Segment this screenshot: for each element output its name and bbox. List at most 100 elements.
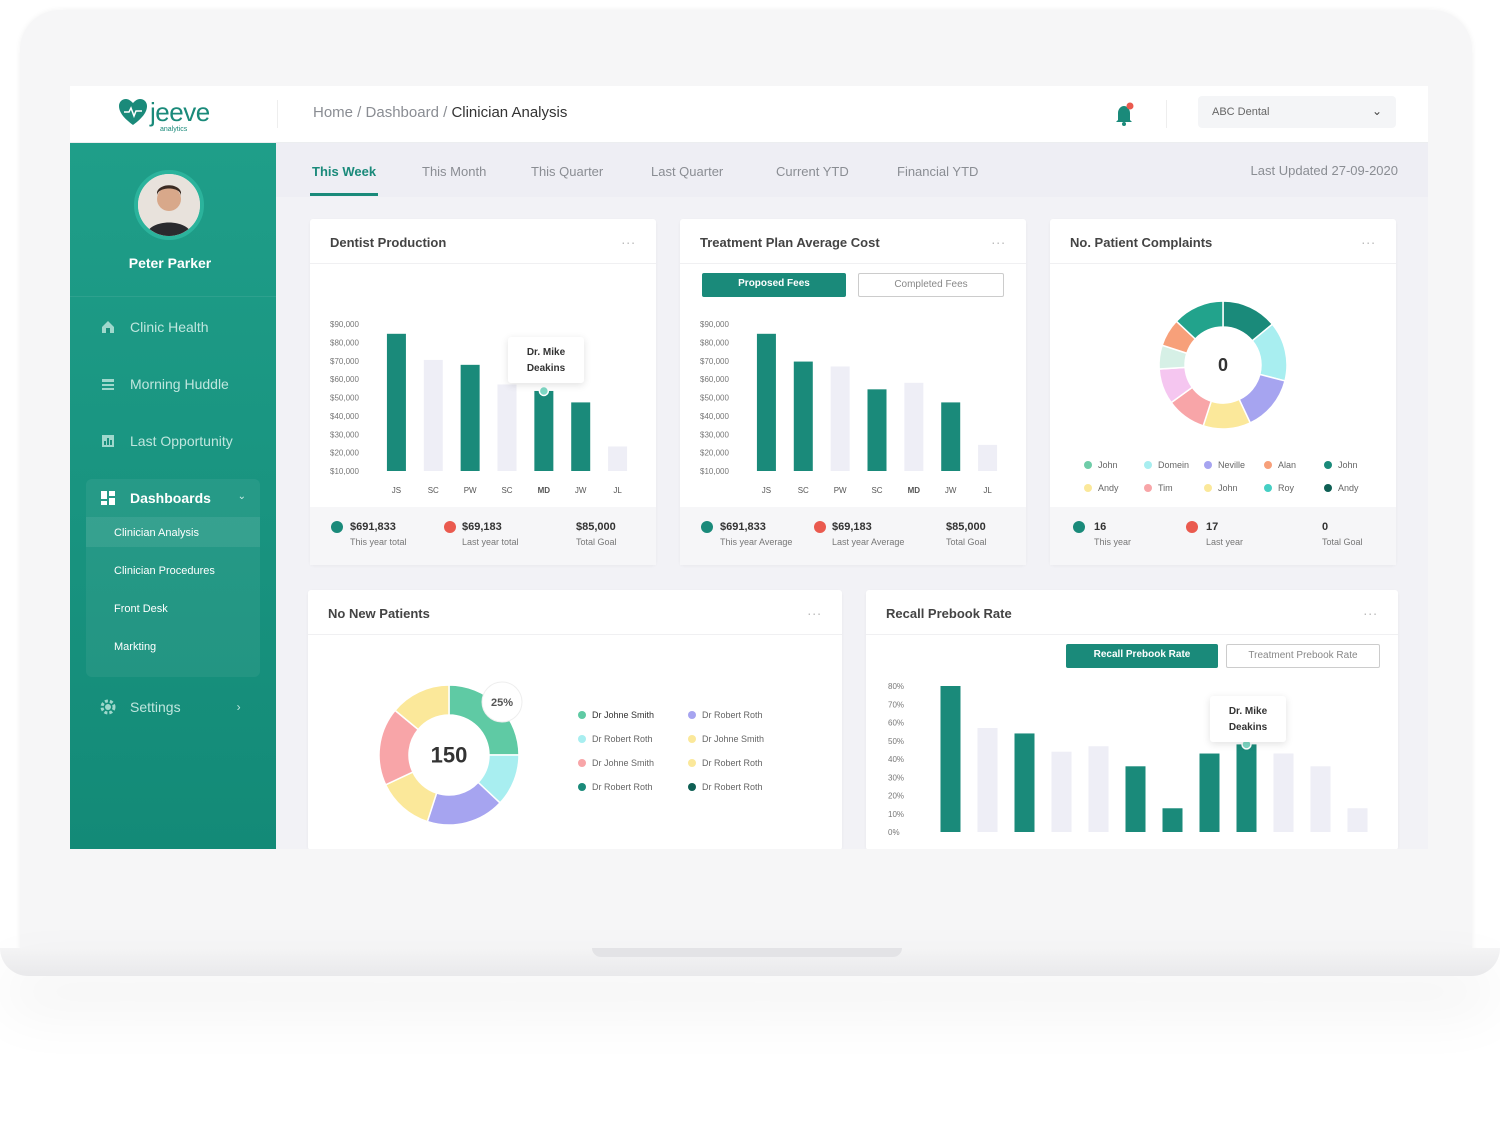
y-tick-label: $40,000 — [700, 412, 729, 421]
bar — [1162, 808, 1183, 832]
tab-this-quarter[interactable]: This Quarter — [531, 164, 604, 179]
legend-label: Dr Johne Smith — [592, 758, 655, 768]
bar — [977, 727, 998, 832]
card-title: Treatment Plan Average Cost — [700, 235, 880, 250]
list-icon — [102, 379, 114, 390]
tab-last-quarter[interactable]: Last Quarter — [651, 164, 724, 179]
sidebar-item-last-opportunity[interactable]: Last Opportunity — [100, 433, 233, 449]
card-dentist-production: Dentist Production ... $90,000 $80,000 $70… — [310, 219, 656, 565]
legend-dot — [1324, 461, 1332, 469]
avatar[interactable] — [134, 170, 204, 240]
stat-this-year: 16 This year — [1094, 521, 1131, 547]
stat-value: 16 — [1094, 521, 1107, 533]
stat-label: Last year Average — [832, 537, 905, 547]
x-tick-label: SC — [871, 486, 882, 495]
divider — [310, 263, 656, 264]
bar — [830, 366, 850, 471]
toggle-recall-prebook[interactable]: Recall Prebook Rate — [1066, 644, 1218, 668]
tab-financial-ytd[interactable]: Financial YTD — [897, 164, 979, 179]
chevron-down-icon: ⌄ — [1371, 104, 1382, 118]
toggle-treatment-prebook[interactable]: Treatment Prebook Rate — [1226, 644, 1380, 668]
bar — [941, 402, 961, 471]
legend-item: Domein — [1144, 460, 1189, 470]
toggle-completed-fees[interactable]: Completed Fees — [858, 273, 1004, 297]
stat-label: This year Average — [720, 537, 793, 547]
bar — [793, 361, 813, 471]
sidebar-item-settings[interactable]: Settings › — [100, 699, 241, 715]
card-patient-complaints: No. Patient Complaints ... 0 John Domein N… — [1050, 219, 1396, 565]
toggle-proposed-fees[interactable]: Proposed Fees — [702, 273, 846, 297]
stat-label: Last year — [1206, 537, 1244, 547]
bar — [940, 686, 961, 832]
x-tick-label: MD — [538, 486, 551, 495]
logo-name: jeeve — [150, 97, 210, 127]
more-icon[interactable]: ... — [991, 231, 1006, 247]
y-tick-label: 40% — [888, 755, 904, 764]
sidebar-item-clinic-health[interactable]: Clinic Health — [100, 319, 209, 335]
card-title: Recall Prebook Rate — [886, 606, 1012, 621]
logo[interactable]: jeeve analytics — [118, 97, 210, 133]
bar — [608, 446, 628, 471]
sidebar-item-dashboards[interactable]: Dashboards — [100, 490, 211, 506]
bar — [978, 444, 998, 471]
legend-dot — [688, 783, 696, 791]
more-icon[interactable]: ... — [621, 231, 636, 247]
breadcrumb-dashboard[interactable]: Dashboard — [365, 104, 439, 121]
more-icon[interactable]: ... — [807, 602, 822, 618]
x-tick-label: JL — [983, 486, 992, 495]
bar — [460, 364, 480, 471]
tooltip-line: Deakins — [526, 363, 566, 374]
legend-label: Dr Robert Roth — [702, 782, 763, 792]
sidebar-subitem-front-desk[interactable]: Front Desk — [114, 603, 168, 615]
sidebar-item-morning-huddle[interactable]: Morning Huddle — [100, 376, 229, 392]
bar — [1088, 746, 1109, 832]
sidebar-item-label: Last Opportunity — [130, 433, 233, 449]
divider — [1050, 263, 1396, 264]
chevron-down-icon[interactable]: ⌄ — [237, 491, 246, 502]
y-tick-label: $70,000 — [330, 357, 359, 366]
cross-icon — [814, 521, 826, 533]
legend-item: Dr Johne Smith — [578, 758, 654, 768]
sidebar-subitem-clinician-analysis[interactable]: Clinician Analysis — [114, 527, 199, 539]
stat-label: Total Goal — [576, 537, 617, 547]
bar — [904, 382, 924, 471]
bar — [756, 333, 776, 471]
stat-goal: $85,000 Total Goal — [576, 521, 617, 547]
tab-this-week[interactable]: This Week — [312, 164, 377, 179]
more-icon[interactable]: ... — [1361, 231, 1376, 247]
stat-label: Last year total — [462, 537, 519, 547]
top-header: jeeve analytics Home / Dashboard / Clini… — [70, 86, 1428, 143]
check-icon — [701, 521, 713, 533]
breadcrumb-current: Clinician Analysis — [451, 104, 568, 121]
more-icon[interactable]: ... — [1363, 602, 1378, 618]
x-tick-label: SC — [428, 486, 439, 495]
stat-last-year: $69,183 Last year total — [462, 521, 519, 547]
tab-current-ytd[interactable]: Current YTD — [776, 164, 849, 179]
sidebar-subitem-clinician-procedures[interactable]: Clinician Procedures — [114, 565, 215, 577]
user-name: Peter Parker — [128, 255, 212, 271]
legend-item: Dr Robert Roth — [688, 710, 763, 720]
last-updated: Last Updated 27-09-2020 — [1250, 163, 1398, 178]
legend-label: John — [1098, 460, 1118, 470]
legend-label: Tim — [1158, 483, 1173, 493]
breadcrumb-home[interactable]: Home — [313, 104, 354, 121]
bar — [1125, 766, 1146, 832]
chevron-right-icon: › — [236, 700, 241, 714]
sidebar-item-label: Morning Huddle — [130, 376, 229, 392]
x-tick-label: JS — [392, 486, 401, 495]
clinic-select[interactable]: ABC Dental ⌄ — [1198, 96, 1396, 128]
sidebar-subitem-marketing[interactable]: Markting — [114, 641, 157, 653]
clinic-select-value: ABC Dental — [1212, 106, 1270, 118]
legend-item: Tim — [1144, 483, 1173, 493]
x-tick-label: JL — [613, 486, 622, 495]
legend-label: Dr Robert Roth — [592, 734, 653, 744]
stat-last-year: $69,183 Last year Average — [832, 521, 904, 547]
breadcrumb: Home / Dashboard / Clinician Analysis — [313, 104, 567, 121]
y-tick-label: $80,000 — [330, 338, 359, 347]
divider — [866, 634, 1398, 635]
y-tick-label: $20,000 — [330, 449, 359, 458]
tab-this-month[interactable]: This Month — [422, 164, 487, 179]
y-tick-label: $90,000 — [330, 320, 359, 329]
x-tick-label: PW — [464, 486, 477, 495]
bell-icon[interactable] — [1114, 102, 1136, 126]
